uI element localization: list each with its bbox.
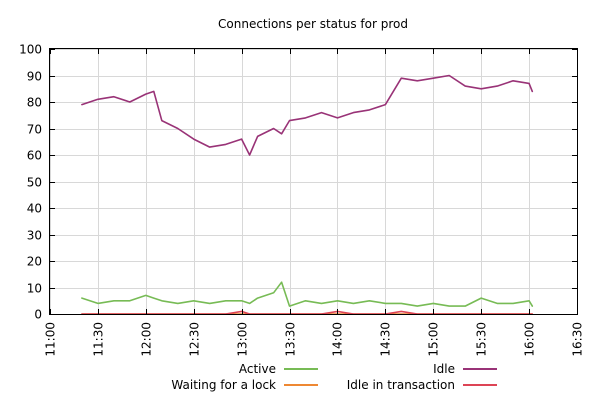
x-tick-label: 11:00 <box>44 322 58 357</box>
legend: Active Idle Waiting for a lock Idle in tran… <box>171 362 497 392</box>
x-tick-label: 16:00 <box>523 322 537 357</box>
plot-frame <box>49 48 578 315</box>
legend-label: Waiting for a lock <box>171 378 276 392</box>
y-tick-label: 40 <box>27 202 42 216</box>
y-tick-label: 0 <box>34 308 42 322</box>
y-axis: 0 10 20 30 40 50 60 70 80 90 100 <box>19 43 577 322</box>
series-line-active <box>81 281 534 307</box>
x-tick-label: 11:30 <box>92 322 106 357</box>
x-tick-label: 12:30 <box>188 322 202 357</box>
x-tick-label: 16:30 <box>571 322 585 357</box>
x-tick-label: 14:30 <box>379 322 393 357</box>
y-tick-label: 100 <box>19 43 42 57</box>
x-tick-label: 13:30 <box>284 322 298 357</box>
y-tick-label: 10 <box>27 282 42 296</box>
y-tick-label: 20 <box>27 255 42 269</box>
y-tick-label: 70 <box>27 123 42 137</box>
x-axis: 11:00 11:30 12:00 12:30 13:00 13:30 14:00 14:30… <box>44 49 585 357</box>
x-tick-label: 12:00 <box>140 322 154 357</box>
series-line-idle-in-transaction <box>81 310 534 315</box>
series-lines <box>81 74 534 315</box>
x-tick-label: 13:00 <box>236 322 250 357</box>
x-tick-label: 15:00 <box>427 322 441 357</box>
x-tick-label: 15:30 <box>475 322 489 357</box>
legend-label: Idle <box>433 362 455 376</box>
legend-label: Idle in transaction <box>347 378 455 392</box>
grid <box>50 49 578 315</box>
legend-label: Active <box>239 362 276 376</box>
y-tick-label: 90 <box>27 70 42 84</box>
chart-title: Connections per status for prod <box>218 17 408 31</box>
y-tick-label: 60 <box>27 149 42 163</box>
x-tick-label: 14:00 <box>331 322 345 357</box>
series-line-idle <box>81 74 534 156</box>
y-tick-label: 30 <box>27 229 42 243</box>
y-tick-label: 80 <box>27 96 42 110</box>
y-tick-label: 50 <box>27 176 42 190</box>
